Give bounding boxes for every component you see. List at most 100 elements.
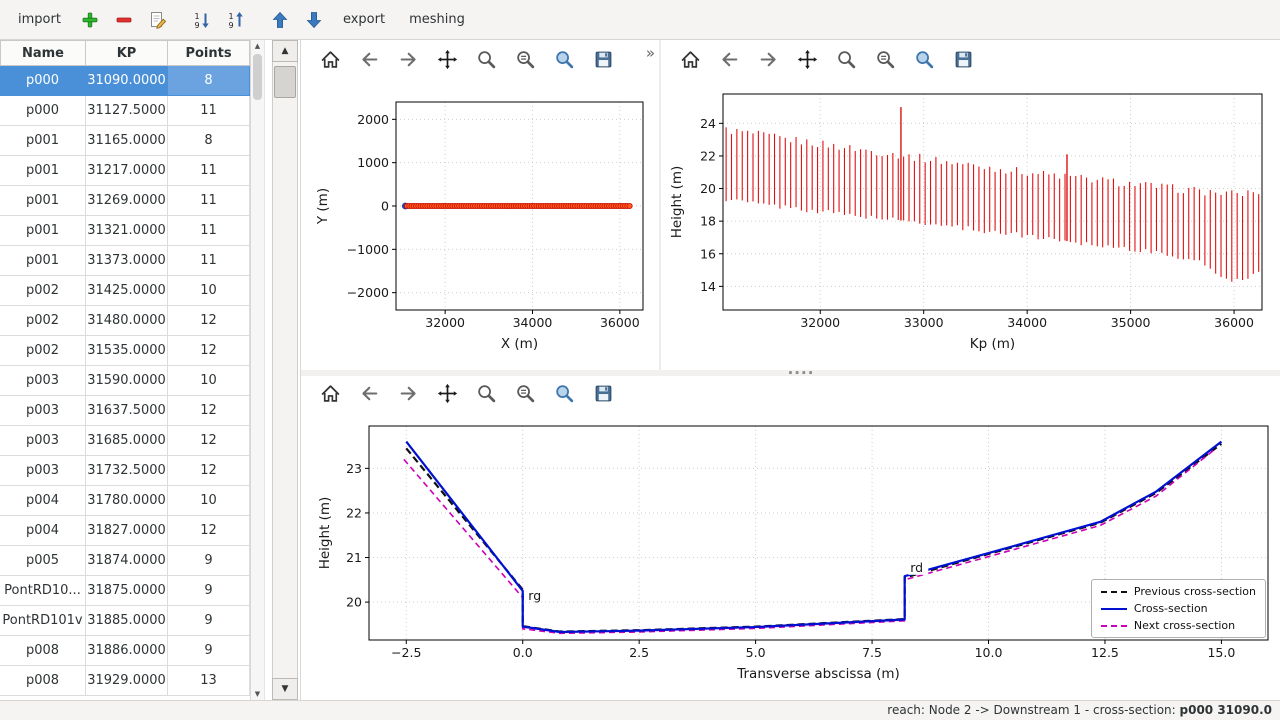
table-row[interactable]: p001 31269.0000 11 bbox=[0, 186, 250, 216]
cell-points: 12 bbox=[168, 456, 250, 486]
table-scrollbar-thumb[interactable] bbox=[253, 54, 262, 100]
column-header-kp[interactable]: KP bbox=[86, 40, 168, 66]
home-button[interactable] bbox=[677, 46, 703, 72]
edit-params-button[interactable] bbox=[551, 46, 577, 72]
pan-icon bbox=[437, 49, 458, 70]
zoom-button[interactable] bbox=[473, 380, 499, 406]
cell-kp: 31321.0000 bbox=[86, 216, 168, 246]
table-row[interactable]: p002 31425.0000 10 bbox=[0, 276, 250, 306]
cell-kp: 31874.0000 bbox=[86, 546, 168, 576]
scroll-up-icon[interactable]: ▲ bbox=[254, 42, 261, 50]
table-row[interactable]: p001 31373.0000 11 bbox=[0, 246, 250, 276]
scroll-up-button[interactable]: ▲ bbox=[272, 40, 298, 62]
table-row[interactable]: p000 31127.5000 11 bbox=[0, 96, 250, 126]
table-row[interactable]: p003 31590.0000 10 bbox=[0, 366, 250, 396]
move-up-button[interactable] bbox=[265, 5, 295, 35]
import-button[interactable]: import bbox=[8, 7, 71, 32]
cell-name: p008 bbox=[0, 666, 86, 696]
subplots-button[interactable] bbox=[512, 46, 538, 72]
table-row[interactable]: p001 31217.0000 11 bbox=[0, 156, 250, 186]
save-figure-button[interactable] bbox=[590, 46, 616, 72]
table-row[interactable]: p003 31732.5000 12 bbox=[0, 456, 250, 486]
meshing-button[interactable]: meshing bbox=[399, 7, 475, 32]
plan-view-chart[interactable]: 32000 34000 36000 −2000 −1000 0 1000 2000 X (m) Y… bbox=[301, 78, 659, 370]
splitter-handle[interactable]: ···· bbox=[787, 364, 815, 382]
back-button[interactable] bbox=[716, 46, 742, 72]
save-icon bbox=[593, 383, 614, 404]
panel-scrollbar-thumb[interactable] bbox=[274, 66, 296, 98]
long-profile-pane: 32000 33000 34000 35000 36000 14 16 18 20 22 24 Kp … bbox=[661, 40, 1280, 370]
zoom-button[interactable] bbox=[473, 46, 499, 72]
export-button[interactable]: export bbox=[333, 7, 395, 32]
subplots-button[interactable] bbox=[872, 46, 898, 72]
table-scrollbar[interactable]: ▲ ▼ bbox=[250, 40, 265, 700]
forward-button[interactable] bbox=[395, 380, 421, 406]
save-figure-button[interactable] bbox=[590, 380, 616, 406]
add-cross-section-button[interactable] bbox=[75, 5, 105, 35]
table-row[interactable]: p008 31886.0000 9 bbox=[0, 636, 250, 666]
sort-ascending-button[interactable] bbox=[221, 5, 251, 35]
table-row[interactable]: p000 31090.0000 8 bbox=[0, 66, 250, 96]
home-button[interactable] bbox=[317, 380, 343, 406]
panel-scrollbar[interactable]: ▲ ▼ bbox=[272, 40, 298, 700]
column-header-name[interactable]: Name bbox=[0, 40, 86, 66]
scroll-down-icon[interactable]: ▼ bbox=[254, 690, 261, 698]
horizontal-splitter[interactable]: ···· bbox=[301, 364, 1280, 382]
toolbar-overflow-button[interactable]: » bbox=[645, 44, 655, 62]
table-row[interactable]: p001 31165.0000 8 bbox=[0, 126, 250, 156]
table-row[interactable]: p002 31480.0000 12 bbox=[0, 306, 250, 336]
subplots-button[interactable] bbox=[512, 380, 538, 406]
cell-kp: 31425.0000 bbox=[86, 276, 168, 306]
long-profile-chart[interactable]: 32000 33000 34000 35000 36000 14 16 18 20 22 24 Kp … bbox=[661, 78, 1280, 370]
edit-params-icon bbox=[914, 49, 935, 70]
cell-points: 10 bbox=[168, 276, 250, 306]
remove-cross-section-button[interactable] bbox=[109, 5, 139, 35]
cell-kp: 31217.0000 bbox=[86, 156, 168, 186]
edit-cross-section-button[interactable] bbox=[143, 5, 173, 35]
table-row[interactable]: p004 31780.0000 10 bbox=[0, 486, 250, 516]
table-row[interactable]: PontRD10... 31875.0000 9 bbox=[0, 576, 250, 606]
back-button[interactable] bbox=[356, 46, 382, 72]
plot-toolbar: » bbox=[301, 40, 659, 78]
plot-toolbar bbox=[301, 376, 1280, 410]
cell-name: p003 bbox=[0, 396, 86, 426]
table-row[interactable]: p008 31929.0000 13 bbox=[0, 666, 250, 696]
svg-text:24: 24 bbox=[700, 116, 716, 131]
scroll-down-button[interactable]: ▼ bbox=[272, 678, 298, 700]
table-row[interactable]: p003 31637.5000 12 bbox=[0, 396, 250, 426]
move-down-button[interactable] bbox=[299, 5, 329, 35]
pan-button[interactable] bbox=[434, 380, 460, 406]
pan-button[interactable] bbox=[434, 46, 460, 72]
cell-name: p003 bbox=[0, 456, 86, 486]
svg-text:23: 23 bbox=[346, 461, 362, 476]
svg-text:20: 20 bbox=[346, 595, 362, 610]
pan-button[interactable] bbox=[794, 46, 820, 72]
table-row[interactable]: p002 31535.0000 12 bbox=[0, 336, 250, 366]
cell-kp: 31780.0000 bbox=[86, 486, 168, 516]
forward-button[interactable] bbox=[395, 46, 421, 72]
svg-text:15.0: 15.0 bbox=[1207, 645, 1235, 660]
table-row[interactable]: p003 31685.0000 12 bbox=[0, 426, 250, 456]
svg-text:16: 16 bbox=[700, 246, 716, 261]
zoom-icon bbox=[476, 383, 497, 404]
edit-params-button[interactable] bbox=[551, 380, 577, 406]
table-row[interactable]: PontRD101v 31885.0000 9 bbox=[0, 606, 250, 636]
subplots-icon bbox=[875, 49, 896, 70]
table-row[interactable]: p004 31827.0000 12 bbox=[0, 516, 250, 546]
table-row[interactable]: p005 31874.0000 9 bbox=[0, 546, 250, 576]
cell-name: p004 bbox=[0, 516, 86, 546]
column-header-points[interactable]: Points bbox=[168, 40, 250, 66]
back-button[interactable] bbox=[356, 380, 382, 406]
save-figure-button[interactable] bbox=[950, 46, 976, 72]
zoom-button[interactable] bbox=[833, 46, 859, 72]
legend-line-sample bbox=[1100, 624, 1127, 627]
forward-icon bbox=[398, 383, 419, 404]
cross-section-chart[interactable]: Previous cross-section Cross-section Next … bbox=[301, 410, 1280, 700]
sort-descending-button[interactable] bbox=[187, 5, 217, 35]
cell-points: 11 bbox=[168, 186, 250, 216]
table-row[interactable]: p001 31321.0000 11 bbox=[0, 216, 250, 246]
home-button[interactable] bbox=[317, 46, 343, 72]
edit-params-button[interactable] bbox=[911, 46, 937, 72]
cell-name: p004 bbox=[0, 486, 86, 516]
forward-button[interactable] bbox=[755, 46, 781, 72]
